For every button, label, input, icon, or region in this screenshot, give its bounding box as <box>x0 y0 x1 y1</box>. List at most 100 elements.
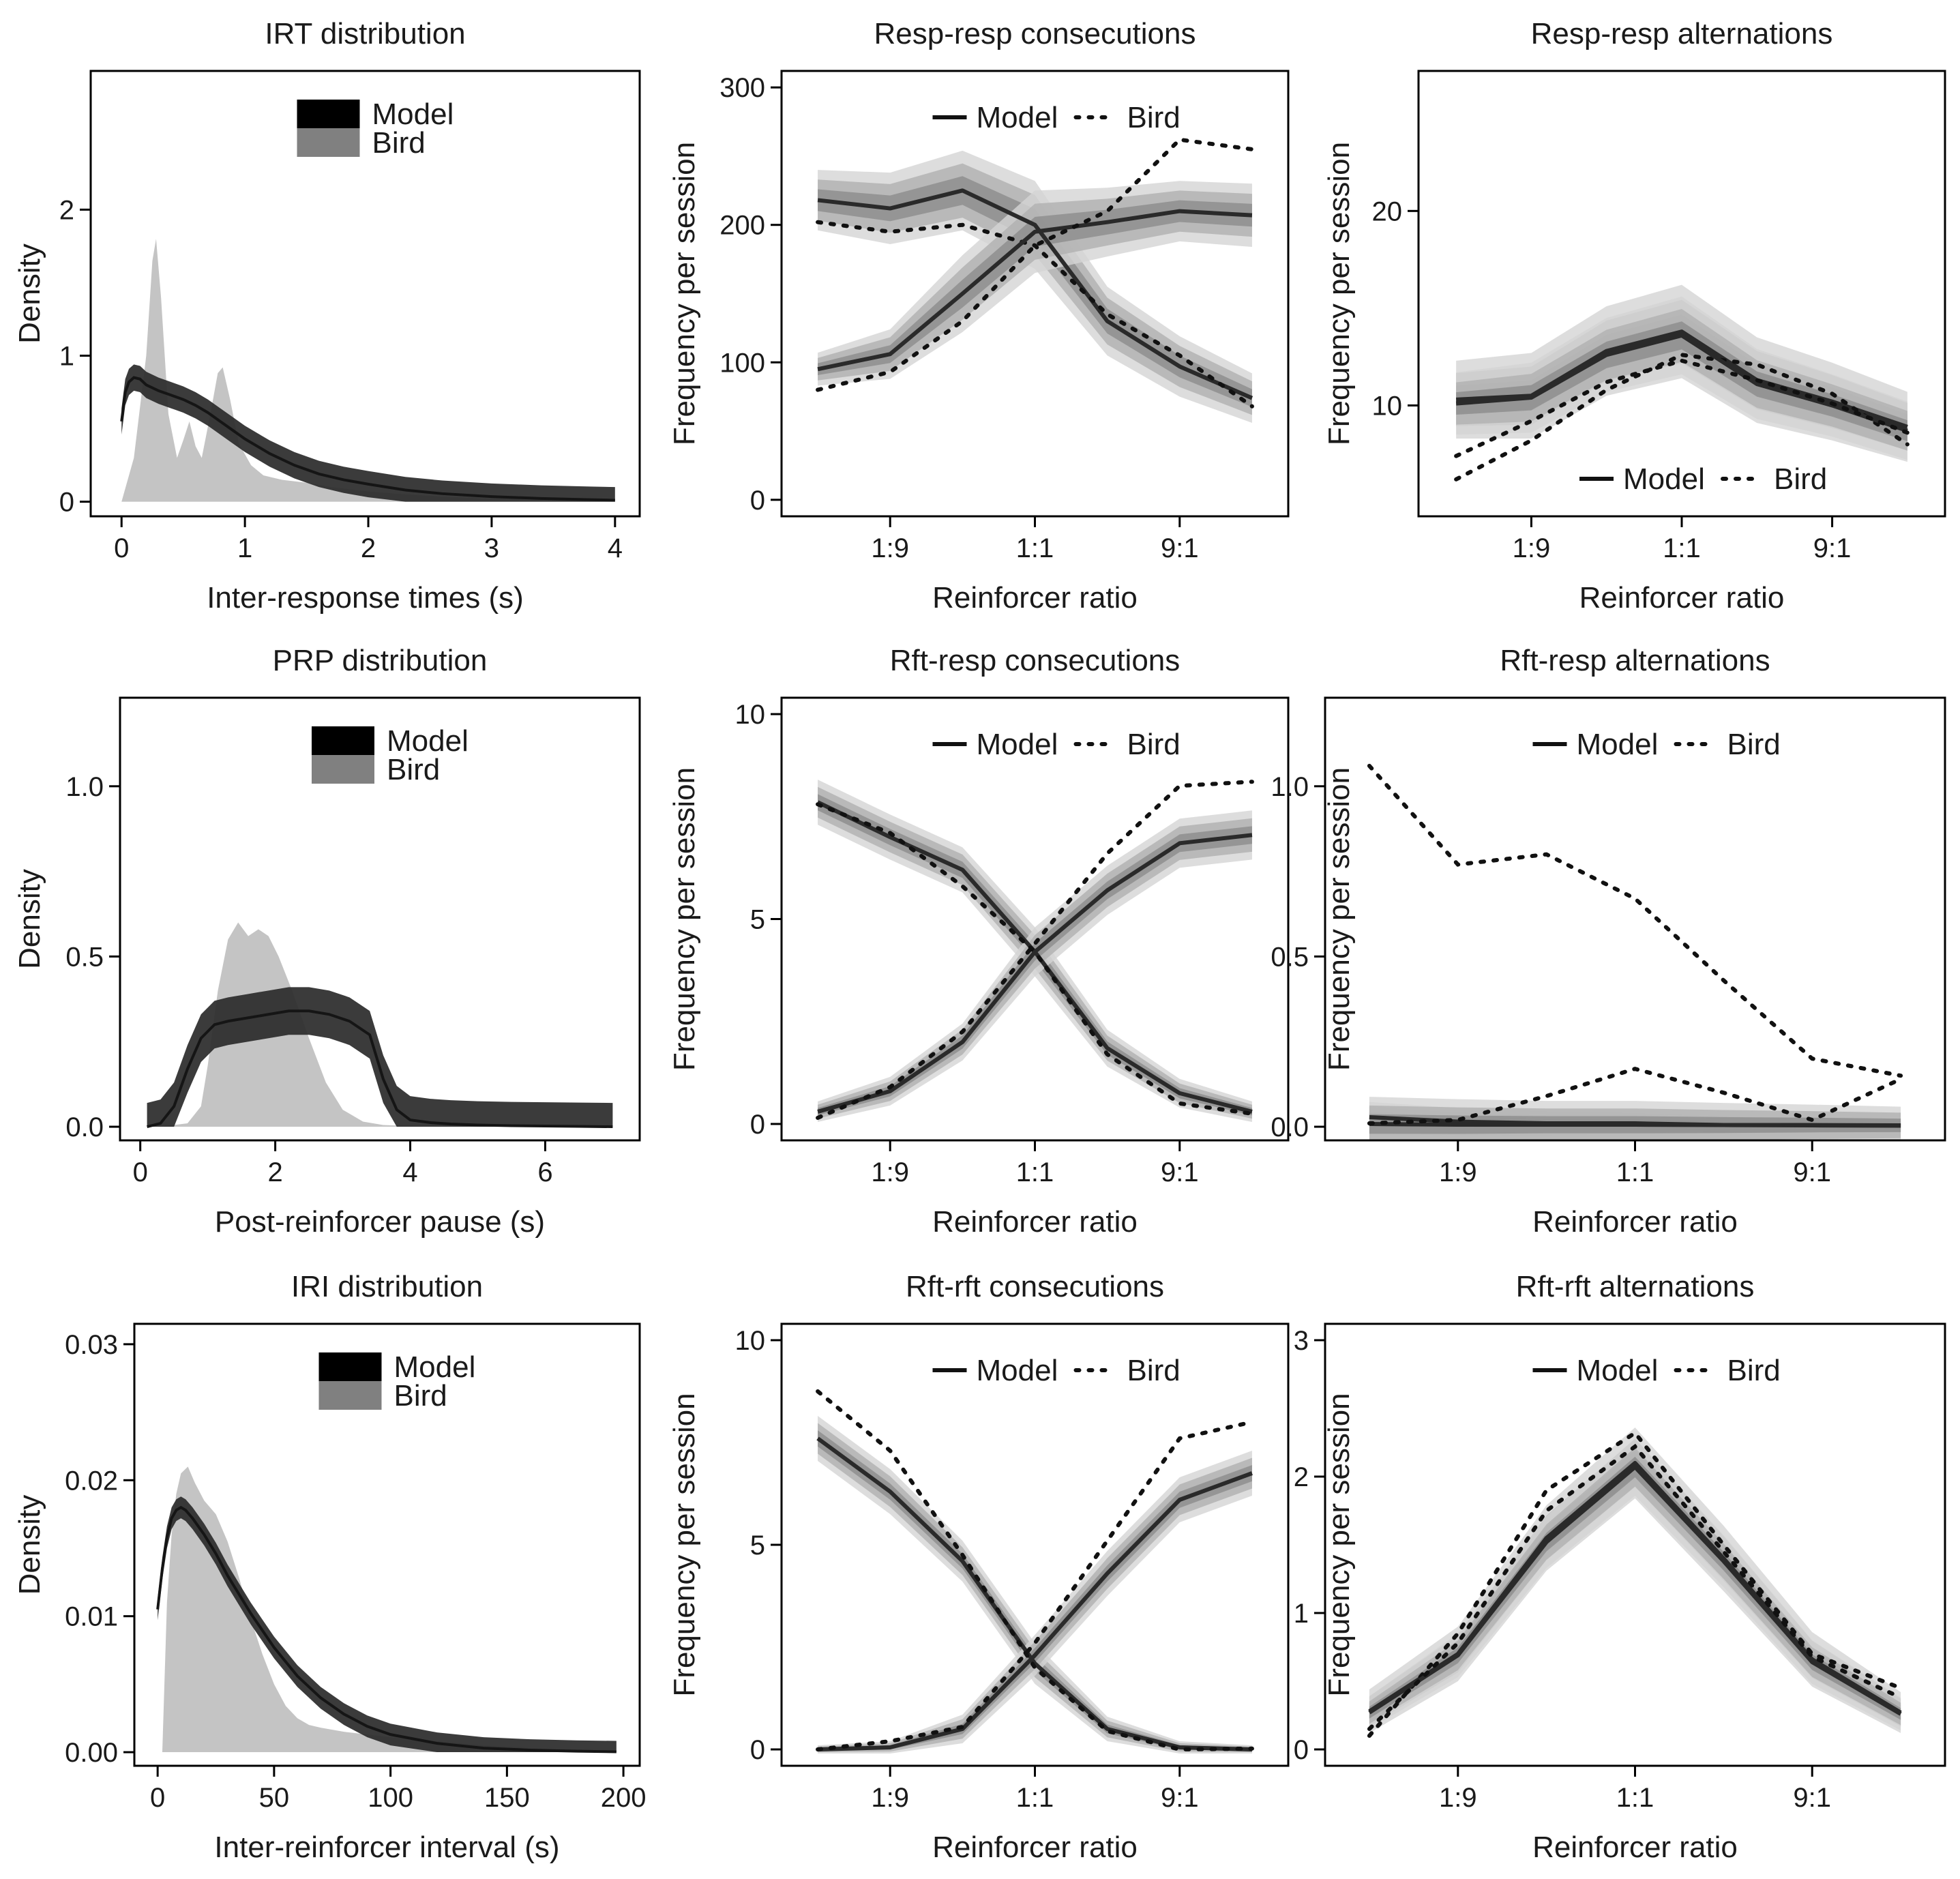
series-2-bird-line <box>816 1420 1254 1751</box>
legend-bird-swatch <box>297 128 360 157</box>
y-tick-label: 0 <box>750 486 765 516</box>
x-tick-label: 1:1 <box>1016 1783 1054 1813</box>
x-tick-label: 2 <box>267 1157 282 1187</box>
plot-area <box>147 922 613 1129</box>
panel-title: Rft-resp consecutions <box>890 644 1181 677</box>
panel-rr-cons: 1:9 1:1 9:1 0 100 200 300 Resp-resp consecution… <box>668 17 1290 615</box>
x-tick-label: 9:1 <box>1813 533 1852 563</box>
legend: Model Bird <box>1532 1354 1781 1387</box>
y-tick-label: 0.02 <box>65 1466 118 1496</box>
y-tick-label: 300 <box>719 73 765 103</box>
x-tick-label: 9:1 <box>1161 533 1199 563</box>
y-tick-label: 0.00 <box>65 1738 118 1768</box>
x-tick-label: 0 <box>150 1783 165 1813</box>
x-axis-label: Post-reinforcer pause (s) <box>215 1205 545 1239</box>
legend-model-swatch <box>318 1352 382 1381</box>
series-2-band-3 <box>818 200 1252 376</box>
y-tick-label: 10 <box>735 700 766 730</box>
y-tick-label: 1.0 <box>65 772 104 802</box>
legend-bird-label: Bird <box>372 126 426 160</box>
x-tick-label: 2 <box>361 533 376 563</box>
plot-area <box>1367 1427 1903 1738</box>
x-tick-label: 1:9 <box>871 1157 909 1187</box>
y-axis-label: Frequency per session <box>668 767 701 1071</box>
model-density-band <box>147 987 613 1127</box>
y-axis-label: Frequency per session <box>1322 1393 1356 1696</box>
x-axis-label: Reinforcer ratio <box>932 1831 1138 1864</box>
legend-model-label: Model <box>1577 728 1659 761</box>
legend-model-swatch <box>312 726 374 755</box>
x-tick-label: 200 <box>601 1783 647 1813</box>
y-axis-label: Frequency per session <box>1322 142 1356 445</box>
series-2-bird-line <box>1367 1443 1903 1731</box>
series-2-model-line <box>1368 1465 1902 1716</box>
series-2-bird-line <box>1367 1067 1903 1126</box>
x-tick-label: 6 <box>537 1157 552 1187</box>
x-tick-label: 0 <box>114 533 129 563</box>
panel-title: Rft-rft alternations <box>1516 1270 1755 1303</box>
plot-frame <box>780 1322 1290 1767</box>
legend-model-label: Model <box>977 101 1058 134</box>
legend-bird-swatch <box>318 1381 382 1410</box>
legend-model-label: Model <box>1577 1354 1659 1387</box>
plot-frame <box>780 70 1290 518</box>
bird-density-area <box>160 922 613 1127</box>
y-axis-label: Density <box>13 1495 46 1595</box>
model-density-band <box>121 364 615 502</box>
model-density-line <box>120 376 615 502</box>
legend-model-swatch <box>297 100 360 128</box>
series-1-bird-line <box>1454 353 1910 482</box>
x-axis-label: Reinforcer ratio <box>1579 581 1785 615</box>
legend-model-label: Model <box>372 98 454 131</box>
panel-title: PRP distribution <box>273 644 488 677</box>
series-1-band-1 <box>818 1416 1252 1754</box>
x-tick-label: 1:1 <box>1663 533 1701 563</box>
x-axis-label: Inter-reinforcer interval (s) <box>214 1831 559 1864</box>
panel-rff-alt: 1:9 1:1 9:1 0 1 2 3 Rft-rft alternations Reinfor… <box>1294 1270 1946 1864</box>
plot-area <box>816 780 1254 1122</box>
panel-title: Rft-resp alternations <box>1500 644 1770 677</box>
y-tick-label: 0 <box>1294 1735 1309 1765</box>
y-tick-label: 1.0 <box>1271 772 1309 802</box>
x-tick-label: 50 <box>259 1783 290 1813</box>
series-2-band-1 <box>1456 296 1907 460</box>
legend-bird-label: Bird <box>1727 1354 1781 1387</box>
plot-area <box>1454 284 1910 482</box>
x-tick-label: 1:1 <box>1016 533 1054 563</box>
plot-area <box>120 239 615 502</box>
legend-bird-label: Bird <box>1727 728 1781 761</box>
x-tick-label: 1:1 <box>1016 1157 1054 1187</box>
legend-bird-swatch <box>312 755 374 784</box>
x-tick-label: 150 <box>484 1783 530 1813</box>
model-density-line <box>147 1009 613 1129</box>
panel-title: IRI distribution <box>291 1270 483 1303</box>
x-tick-label: 1:1 <box>1616 1157 1654 1187</box>
x-axis-label: Reinforcer ratio <box>932 581 1138 615</box>
x-tick-label: 9:1 <box>1161 1783 1199 1813</box>
y-axis-label: Density <box>13 243 46 344</box>
x-tick-label: 4 <box>608 533 623 563</box>
x-tick-label: 9:1 <box>1793 1783 1831 1813</box>
x-tick-label: 0 <box>133 1157 148 1187</box>
panel-prp: 0 2 4 6 0.0 0.5 1.0 PRP distribution Post-reinfo… <box>13 644 641 1239</box>
y-axis-label: Frequency per session <box>1322 767 1356 1071</box>
legend-bird-label: Bird <box>394 1379 447 1412</box>
series-1-model-line <box>817 188 1253 400</box>
series-2-model-line <box>817 833 1253 1114</box>
series-1-band-2 <box>818 1423 1252 1753</box>
legend: Model Bird <box>1532 728 1781 761</box>
legend-bird-label: Bird <box>1774 462 1827 496</box>
y-tick-label: 0.5 <box>1271 942 1309 972</box>
x-tick-label: 3 <box>484 533 499 563</box>
series-1-model-line <box>816 1436 1253 1751</box>
bird-density-area <box>162 1466 617 1753</box>
legend-model-label: Model <box>977 1354 1058 1387</box>
x-tick-label: 1:9 <box>1439 1157 1477 1187</box>
x-tick-label: 1:1 <box>1616 1783 1654 1813</box>
y-tick-label: 5 <box>750 905 765 935</box>
panel-title: Rft-rft consecutions <box>906 1270 1164 1303</box>
